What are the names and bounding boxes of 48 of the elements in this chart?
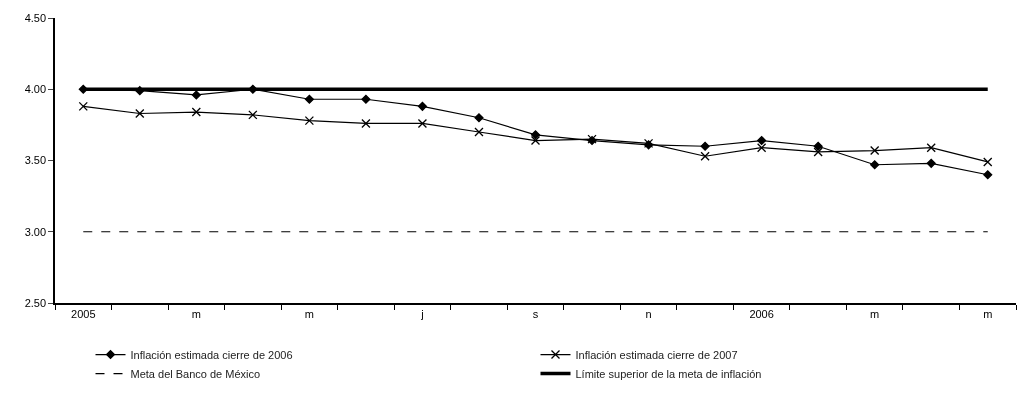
point [530, 135, 541, 146]
point [78, 101, 88, 111]
point [700, 151, 710, 161]
point [417, 101, 427, 111]
point [530, 130, 541, 140]
point [813, 141, 823, 151]
point [926, 143, 936, 153]
y-tick-label: 3.00 [24, 225, 47, 238]
point [474, 127, 484, 137]
point [191, 107, 201, 117]
x-tick-label: 2005 [71, 307, 96, 320]
point [78, 84, 88, 94]
legend-label: Inflación estimada cierre de 2007 [575, 348, 738, 361]
x-tick-label: m [191, 307, 201, 320]
point [135, 108, 145, 119]
point [757, 136, 767, 146]
point [304, 94, 314, 104]
x-tick-label: j [420, 307, 424, 320]
legend-label: Límite superior de la meta de inflación [575, 367, 762, 380]
x-tick-label: m [983, 307, 993, 320]
y-tick-label: 2.50 [24, 296, 47, 309]
point [248, 110, 258, 120]
point [248, 84, 258, 94]
point [361, 118, 371, 129]
point [926, 158, 936, 168]
point [756, 143, 767, 153]
legend-label: Inflación estimada cierre de 2006 [130, 348, 293, 361]
x-tick-label: n [645, 307, 652, 320]
legend-label: Meta del Banco de México [130, 367, 261, 380]
point [983, 157, 993, 167]
point [813, 147, 823, 157]
point [191, 90, 201, 100]
point [870, 145, 880, 156]
point [474, 113, 484, 123]
y-tick-label: 3.50 [24, 154, 47, 167]
point [361, 94, 371, 104]
point [417, 118, 428, 129]
x-tick-label: s [532, 307, 539, 320]
point [983, 170, 993, 180]
point [304, 115, 315, 126]
point [700, 141, 710, 151]
point [870, 160, 880, 170]
x-tick-label: 2006 [749, 307, 774, 320]
y-tick-label: 4.00 [24, 83, 47, 96]
point [135, 86, 145, 96]
y-tick-label: 4.50 [24, 11, 47, 24]
x-tick-label: m [304, 307, 314, 320]
x-tick-label: m [870, 307, 880, 320]
